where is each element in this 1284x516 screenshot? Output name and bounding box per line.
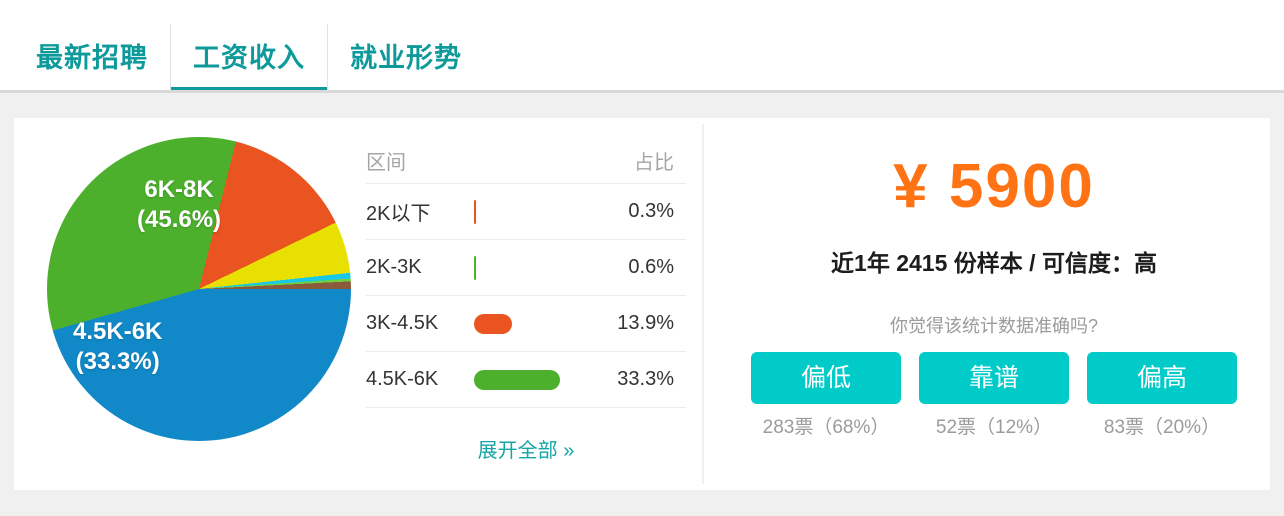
tab-latest-jobs[interactable]: 最新招聘 — [14, 24, 170, 92]
tab-list: 最新招聘 工资收入 就业形势 — [14, 24, 484, 92]
vote-count: 283票（68%） — [762, 417, 890, 438]
salary-card: 6K-8K (45.6%) 4.5K-6K (33.3%) 区间 占比 2K以下… — [14, 118, 1270, 490]
range-bar — [474, 255, 476, 280]
range-percent: 0.3% — [628, 200, 674, 222]
vote-button-1[interactable]: 靠谱 — [919, 352, 1069, 404]
expand-all-link[interactable]: 展开全部 » — [477, 440, 575, 462]
pie-slice-label-6k-8k: 6K-8K (45.6%) — [137, 175, 221, 235]
tab-label: 就业形势 — [350, 43, 462, 73]
table-row: 2K-3K 0.6% — [366, 240, 686, 296]
vote-count: 83票（20%） — [1103, 417, 1221, 438]
salary-range-table: 区间 占比 2K以下 0.3% 2K-3K 0.6% 3K-4.5K 13.9% 4.5K-… — [366, 138, 686, 463]
tab-label: 最新招聘 — [36, 43, 148, 73]
table-row: 4.5K-6K 33.3% — [366, 352, 686, 408]
vote-options: 偏低 283票（68%） 靠谱 52票（12%） 偏高 83票（20%） — [718, 352, 1270, 439]
tab-bar-underline — [0, 90, 1284, 93]
vote-option: 偏高 83票（20%） — [1087, 352, 1237, 439]
range-percent: 33.3% — [617, 368, 674, 390]
panel-divider — [702, 124, 704, 484]
range-bar-cell — [474, 369, 598, 390]
tab-bar: 最新招聘 工资收入 就业形势 — [0, 0, 1284, 93]
pie-slice-pct: (45.6%) — [137, 206, 222, 233]
range-label: 4.5K-6K — [366, 368, 439, 390]
pie-chart — [47, 137, 351, 441]
range-bar-cell — [474, 255, 598, 280]
pie-slice-name: 4.5K-6K — [73, 318, 163, 345]
vote-button-0[interactable]: 偏低 — [751, 352, 901, 404]
range-bar-cell — [474, 313, 598, 334]
range-bar — [474, 369, 560, 390]
tab-employment-situation[interactable]: 就业形势 — [328, 24, 484, 92]
range-bar — [474, 199, 476, 224]
range-label: 3K-4.5K — [366, 312, 439, 334]
range-label: 2K-3K — [366, 256, 422, 278]
vote-button-2[interactable]: 偏高 — [1087, 352, 1237, 404]
table-row: 3K-4.5K 13.9% — [366, 296, 686, 352]
tab-label: 工资收入 — [193, 43, 305, 73]
vote-count: 52票（12%） — [935, 417, 1053, 438]
range-label: 2K以下 — [366, 203, 431, 225]
pie-slice-name: 6K-8K — [144, 176, 214, 203]
range-percent: 0.6% — [628, 256, 674, 278]
range-bar-cell — [474, 199, 598, 224]
accuracy-question: 你觉得该统计数据准确吗? — [889, 316, 1098, 336]
salary-distribution-chart: 6K-8K (45.6%) 4.5K-6K (33.3%) — [33, 137, 353, 490]
vote-option: 偏低 283票（68%） — [751, 352, 901, 439]
salary-summary-panel: ¥ 5900 近1年 2415 份样本 / 可信度：高 你觉得该统计数据准确吗?… — [718, 118, 1270, 490]
range-bar — [474, 313, 512, 334]
table-header-percent: 占比 — [634, 152, 674, 174]
vote-option: 靠谱 52票（12%） — [919, 352, 1069, 439]
tab-salary-income[interactable]: 工资收入 — [170, 24, 328, 92]
pie-slice-pct: (33.3%) — [75, 348, 160, 375]
sample-size-text: 近1年 2415 份样本 / 可信度：高 — [831, 250, 1157, 276]
table-header-row: 区间 占比 — [366, 138, 686, 184]
table-body: 2K以下 0.3% 2K-3K 0.6% 3K-4.5K 13.9% 4.5K-6K 33.3… — [366, 184, 686, 408]
range-percent: 13.9% — [617, 312, 674, 334]
table-row: 2K以下 0.3% — [366, 184, 686, 240]
pie-slice-label-45k-6k: 4.5K-6K (33.3%) — [73, 317, 162, 377]
table-header-range: 区间 — [366, 152, 406, 174]
average-salary-value: ¥ 5900 — [893, 152, 1095, 221]
